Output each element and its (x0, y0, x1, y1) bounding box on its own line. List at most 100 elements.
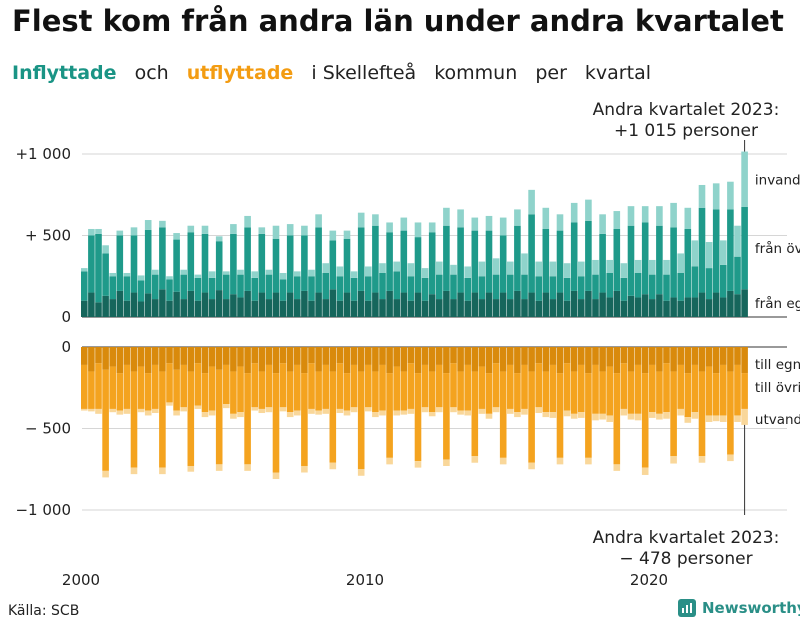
bar-in-egna-lanet (223, 299, 230, 317)
bar-out-utvandring (677, 408, 684, 416)
bar-out-ovriga-lan (563, 363, 571, 411)
bar-in-invandring (599, 214, 606, 234)
bar-out-ovriga-lan (315, 371, 322, 411)
bar-in-invandring (301, 225, 308, 236)
bar-out-utvandring (712, 415, 720, 422)
bar-out-utvandring (144, 410, 152, 416)
bar-in-ovriga-lan (230, 233, 237, 295)
bar-in-egna-lanet (691, 297, 699, 317)
bar-in-egna-lanet (343, 292, 351, 317)
bar-out-ovriga-lan (634, 364, 642, 414)
bar-in-ovriga-lan (436, 274, 443, 300)
bar-out-utvandring (109, 408, 116, 413)
bar-in-invandring (166, 276, 173, 280)
x-tick-label: 2000 (62, 571, 100, 589)
bar-out-ovriga-lan (443, 373, 450, 460)
bar-out-ovriga-lan (720, 364, 727, 416)
bar-out-utvandring (457, 410, 464, 415)
bar-in-invandring (443, 207, 450, 226)
newsworthy-logo[interactable]: Newsworthy (678, 599, 800, 617)
annotation-top-line2: +1 015 personer (614, 121, 758, 141)
bar-out-utvandring (606, 415, 613, 422)
bar-in-ovriga-lan (620, 277, 628, 301)
bar-in-egna-lanet (613, 290, 621, 317)
bar-in-egna-lanet (386, 290, 393, 317)
bar-out-ovriga-lan (585, 373, 592, 458)
bar-out-egna-lanet (109, 347, 116, 367)
bar-in-egna-lanet (201, 292, 209, 317)
bar-in-invandring (613, 211, 621, 229)
bar-in-egna-lanet (315, 292, 322, 317)
bar-in-invandring (634, 259, 642, 273)
bar-in-ovriga-lan (152, 274, 159, 300)
bar-in-egna-lanet (450, 299, 457, 317)
bar-in-invandring (357, 212, 365, 228)
y-tick-label: +1 000 (15, 145, 71, 163)
bar-in-egna-lanet (244, 290, 251, 317)
bar-out-egna-lanet (95, 347, 102, 364)
bar-out-egna-lanet (357, 347, 365, 372)
bar-in-egna-lanet (308, 300, 315, 317)
bar-out-ovriga-lan (570, 371, 578, 414)
bar-in-ovriga-lan (372, 225, 379, 293)
bar-out-ovriga-lan (223, 364, 230, 405)
bar-in-egna-lanet (116, 290, 124, 317)
bar-in-invandring (499, 217, 507, 236)
bar-out-egna-lanet (301, 347, 308, 374)
bar-in-ovriga-lan (741, 206, 748, 290)
bar-in-egna-lanet (208, 299, 216, 317)
bar-in-egna-lanet (457, 292, 464, 317)
bar-out-utvandring (428, 412, 436, 417)
legend-out-label: till egna länet (755, 357, 800, 373)
bar-in-ovriga-lan (244, 227, 251, 291)
bar-out-utvandring (492, 407, 500, 413)
legend-in-label: från egna länet (755, 295, 800, 312)
bar-out-utvandring (656, 413, 663, 420)
bar-out-utvandring (514, 412, 521, 418)
bar-out-utvandring (521, 408, 528, 415)
subtitle-kommun: kommun (434, 62, 518, 84)
bar-in-invandring (464, 266, 471, 278)
bar-out-egna-lanet (570, 347, 578, 372)
bar-in-egna-lanet (705, 299, 713, 317)
bar-in-egna-lanet (393, 299, 400, 317)
bar-in-egna-lanet (684, 297, 692, 317)
bar-in-ovriga-lan (521, 274, 528, 300)
bar-out-egna-lanet (407, 347, 415, 364)
bar-out-egna-lanet (123, 347, 131, 365)
bar-out-egna-lanet (322, 347, 329, 365)
bar-in-ovriga-lan (308, 276, 315, 301)
bar-out-utvandring (187, 465, 195, 472)
bar-out-utvandring (485, 413, 493, 419)
bar-out-utvandring (620, 408, 628, 416)
bar-in-egna-lanet (414, 292, 422, 317)
bar-out-utvandring (294, 410, 301, 416)
bar-out-egna-lanet (684, 347, 692, 374)
bar-out-ovriga-lan (294, 364, 301, 411)
bar-in-ovriga-lan (677, 272, 684, 301)
bar-in-egna-lanet (350, 300, 358, 317)
bar-out-egna-lanet (379, 347, 386, 365)
bar-out-ovriga-lan (301, 373, 308, 466)
bar-out-ovriga-lan (379, 364, 386, 411)
bar-in-invandring (507, 261, 514, 275)
bar-out-egna-lanet (393, 347, 400, 367)
source-label: Källa: SCB (8, 603, 80, 619)
bar-out-ovriga-lan (492, 363, 500, 408)
bar-out-utvandring (102, 470, 109, 478)
bar-out-utvandring (578, 412, 585, 418)
bar-out-egna-lanet (485, 347, 493, 374)
bar-in-invandring (734, 225, 741, 257)
bar-in-egna-lanet (159, 289, 166, 317)
bar-in-invandring (123, 272, 131, 277)
bar-in-invandring (244, 215, 251, 228)
bar-out-ovriga-lan (599, 371, 606, 414)
bar-out-egna-lanet (528, 347, 535, 372)
bar-in-egna-lanet (670, 297, 677, 317)
bar-in-invandring (641, 206, 649, 223)
bar-in-ovriga-lan (542, 228, 550, 293)
bar-out-egna-lanet (457, 347, 464, 372)
bar-in-invandring (336, 266, 344, 277)
bar-in-invandring (258, 227, 266, 234)
bar-out-utvandring (734, 415, 741, 422)
